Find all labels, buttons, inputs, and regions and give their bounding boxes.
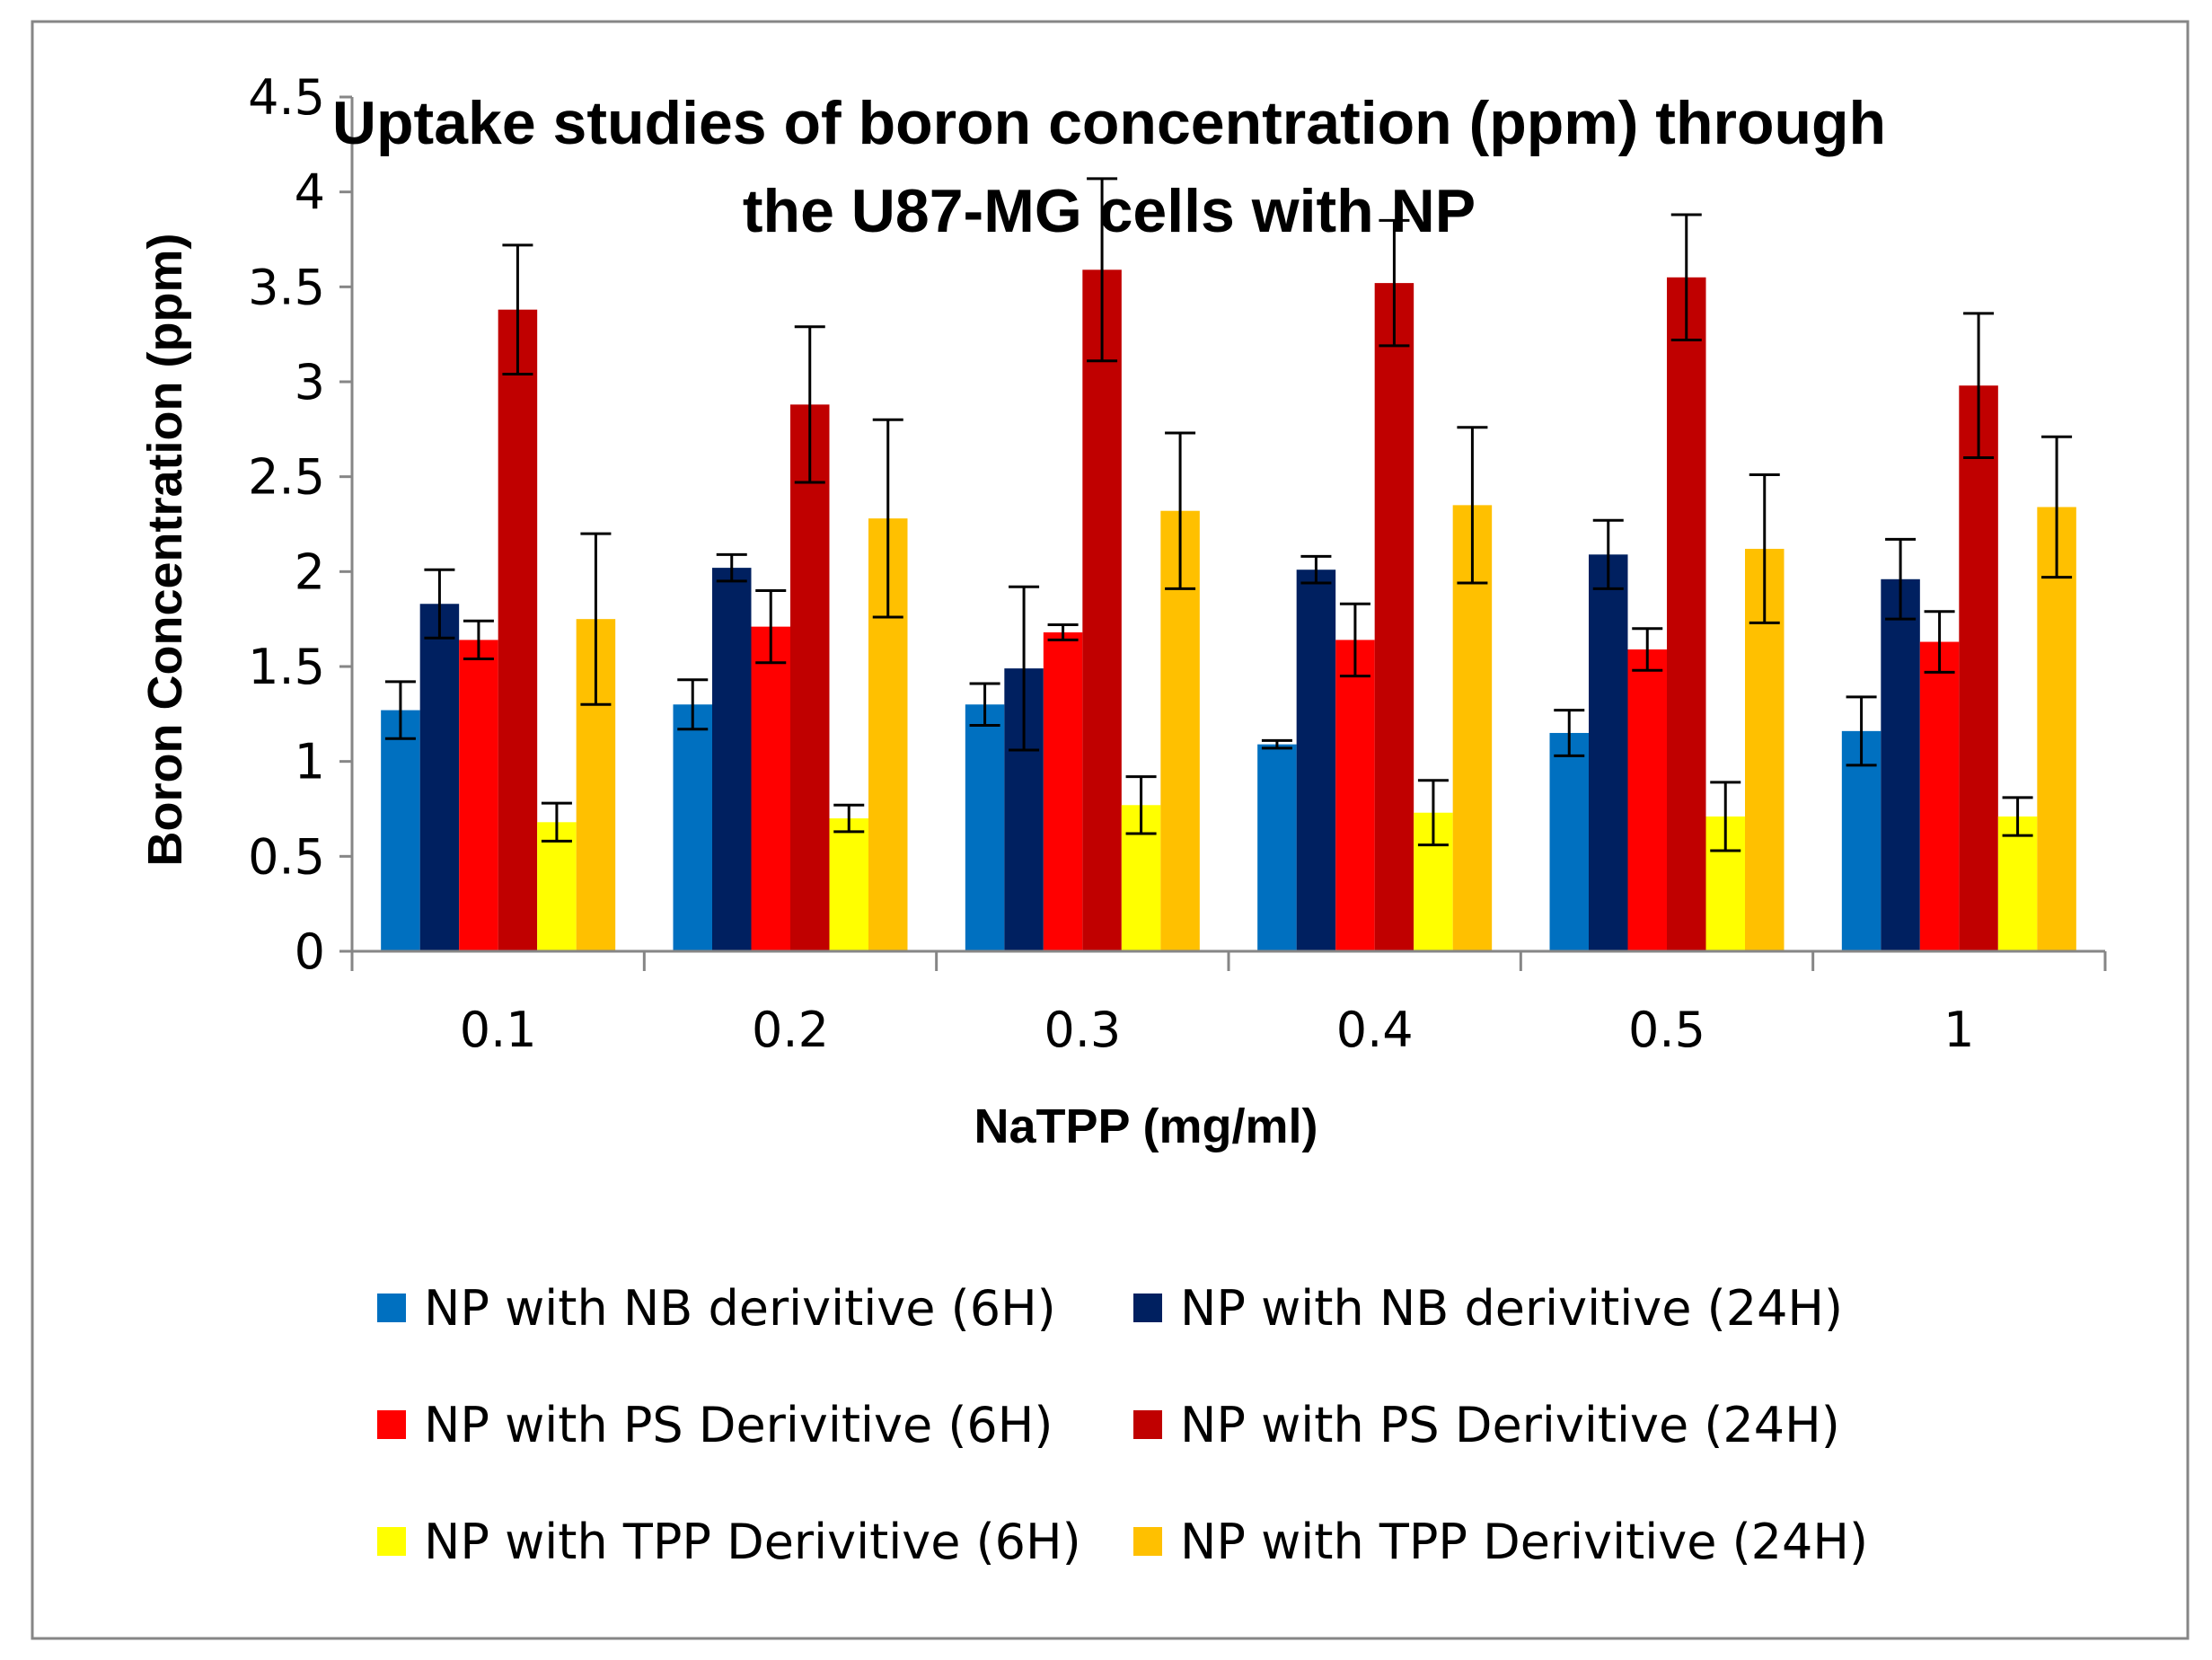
y-tick-label: 0 bbox=[295, 923, 325, 980]
legend-swatch bbox=[377, 1410, 406, 1439]
x-tick-label: 0.1 bbox=[460, 1002, 537, 1058]
legend-swatch bbox=[1133, 1294, 1162, 1322]
chart-title-line-1: Uptake studies of boron concentration (p… bbox=[332, 89, 1886, 157]
bar bbox=[712, 568, 752, 951]
legend-label: NP with NB derivitive (24H) bbox=[1180, 1280, 1843, 1337]
legend-swatch bbox=[377, 1527, 406, 1556]
legend-label: NP with TPP Derivitive (24H) bbox=[1180, 1514, 1868, 1570]
x-tick-label: 0.5 bbox=[1628, 1002, 1705, 1058]
bar-layer bbox=[381, 269, 2076, 951]
bar bbox=[965, 704, 1005, 951]
bar bbox=[1257, 744, 1297, 951]
x-tick-label: 0.2 bbox=[752, 1002, 829, 1058]
bar bbox=[790, 404, 830, 951]
bar bbox=[381, 710, 420, 951]
legend-label: NP with NB derivitive (6H) bbox=[424, 1280, 1056, 1337]
bar bbox=[2037, 507, 2076, 951]
bar bbox=[1841, 730, 1882, 951]
legend-swatch bbox=[1133, 1410, 1162, 1439]
bar bbox=[1296, 570, 1336, 951]
bar bbox=[829, 818, 868, 951]
bar bbox=[1589, 554, 1628, 951]
x-axis-title: NaTPP (mg/ml) bbox=[974, 1099, 1318, 1153]
chart-title-line-2: the U87-MG cells with NP bbox=[743, 177, 1476, 245]
legend: NP with NB derivitive (6H) NP with NB der… bbox=[377, 1280, 1868, 1570]
bar bbox=[1335, 640, 1375, 951]
bar bbox=[673, 704, 712, 951]
y-tick-label: 4.5 bbox=[248, 69, 325, 126]
y-tick-label: 0.5 bbox=[248, 828, 325, 885]
y-tick-label: 1.5 bbox=[248, 639, 325, 695]
legend-swatch bbox=[377, 1294, 406, 1322]
bar bbox=[1667, 277, 1706, 951]
y-tick-label: 2.5 bbox=[248, 449, 325, 506]
bar bbox=[1043, 631, 1083, 951]
bar bbox=[1374, 283, 1414, 951]
bar bbox=[1959, 385, 1998, 951]
legend-label: NP with PS Derivitive (6H) bbox=[424, 1397, 1053, 1453]
legend-label: NP with TPP Derivitive (6H) bbox=[424, 1514, 1081, 1570]
bar bbox=[1919, 641, 1960, 951]
error-bar-layer bbox=[384, 177, 2073, 852]
axis-layer: 0 0.5 1 1.5 2 2.5 3 3.5 4 4.5 0.1 0.2 0.3 0.4 0.5 1 bbox=[248, 69, 2107, 1058]
bar bbox=[751, 626, 790, 951]
x-tick-label: 0.4 bbox=[1336, 1002, 1414, 1058]
bar bbox=[537, 822, 577, 951]
y-tick-label: 1 bbox=[295, 734, 325, 790]
bar bbox=[1997, 816, 2038, 951]
bar bbox=[459, 640, 498, 951]
bar bbox=[1082, 269, 1122, 951]
legend-label: NP with PS Derivitive (24H) bbox=[1180, 1397, 1840, 1453]
y-tick-label: 2 bbox=[295, 543, 325, 600]
bar bbox=[1881, 578, 1920, 951]
bar bbox=[1549, 732, 1589, 951]
x-tick-label: 1 bbox=[1943, 1002, 1974, 1058]
x-tick-label: 0.3 bbox=[1044, 1002, 1121, 1058]
legend-swatch bbox=[1133, 1527, 1162, 1556]
y-tick-label: 4 bbox=[295, 164, 325, 221]
bar bbox=[419, 604, 460, 951]
y-tick-label: 3.5 bbox=[248, 259, 325, 315]
y-tick-label: 3 bbox=[295, 354, 325, 411]
bar bbox=[1627, 649, 1667, 951]
bar bbox=[498, 309, 538, 951]
y-axis-title: Boron Concentration (ppm) bbox=[138, 234, 192, 867]
